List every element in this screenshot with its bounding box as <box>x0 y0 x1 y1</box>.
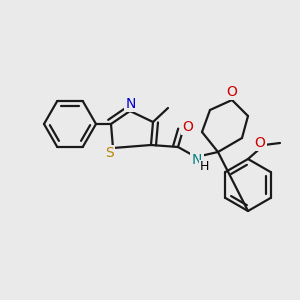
Text: N: N <box>126 97 136 111</box>
Text: O: O <box>226 85 237 99</box>
Text: H: H <box>199 160 209 173</box>
Text: N: N <box>192 153 202 167</box>
Text: S: S <box>105 146 113 160</box>
Text: O: O <box>255 136 266 150</box>
Text: O: O <box>183 120 194 134</box>
